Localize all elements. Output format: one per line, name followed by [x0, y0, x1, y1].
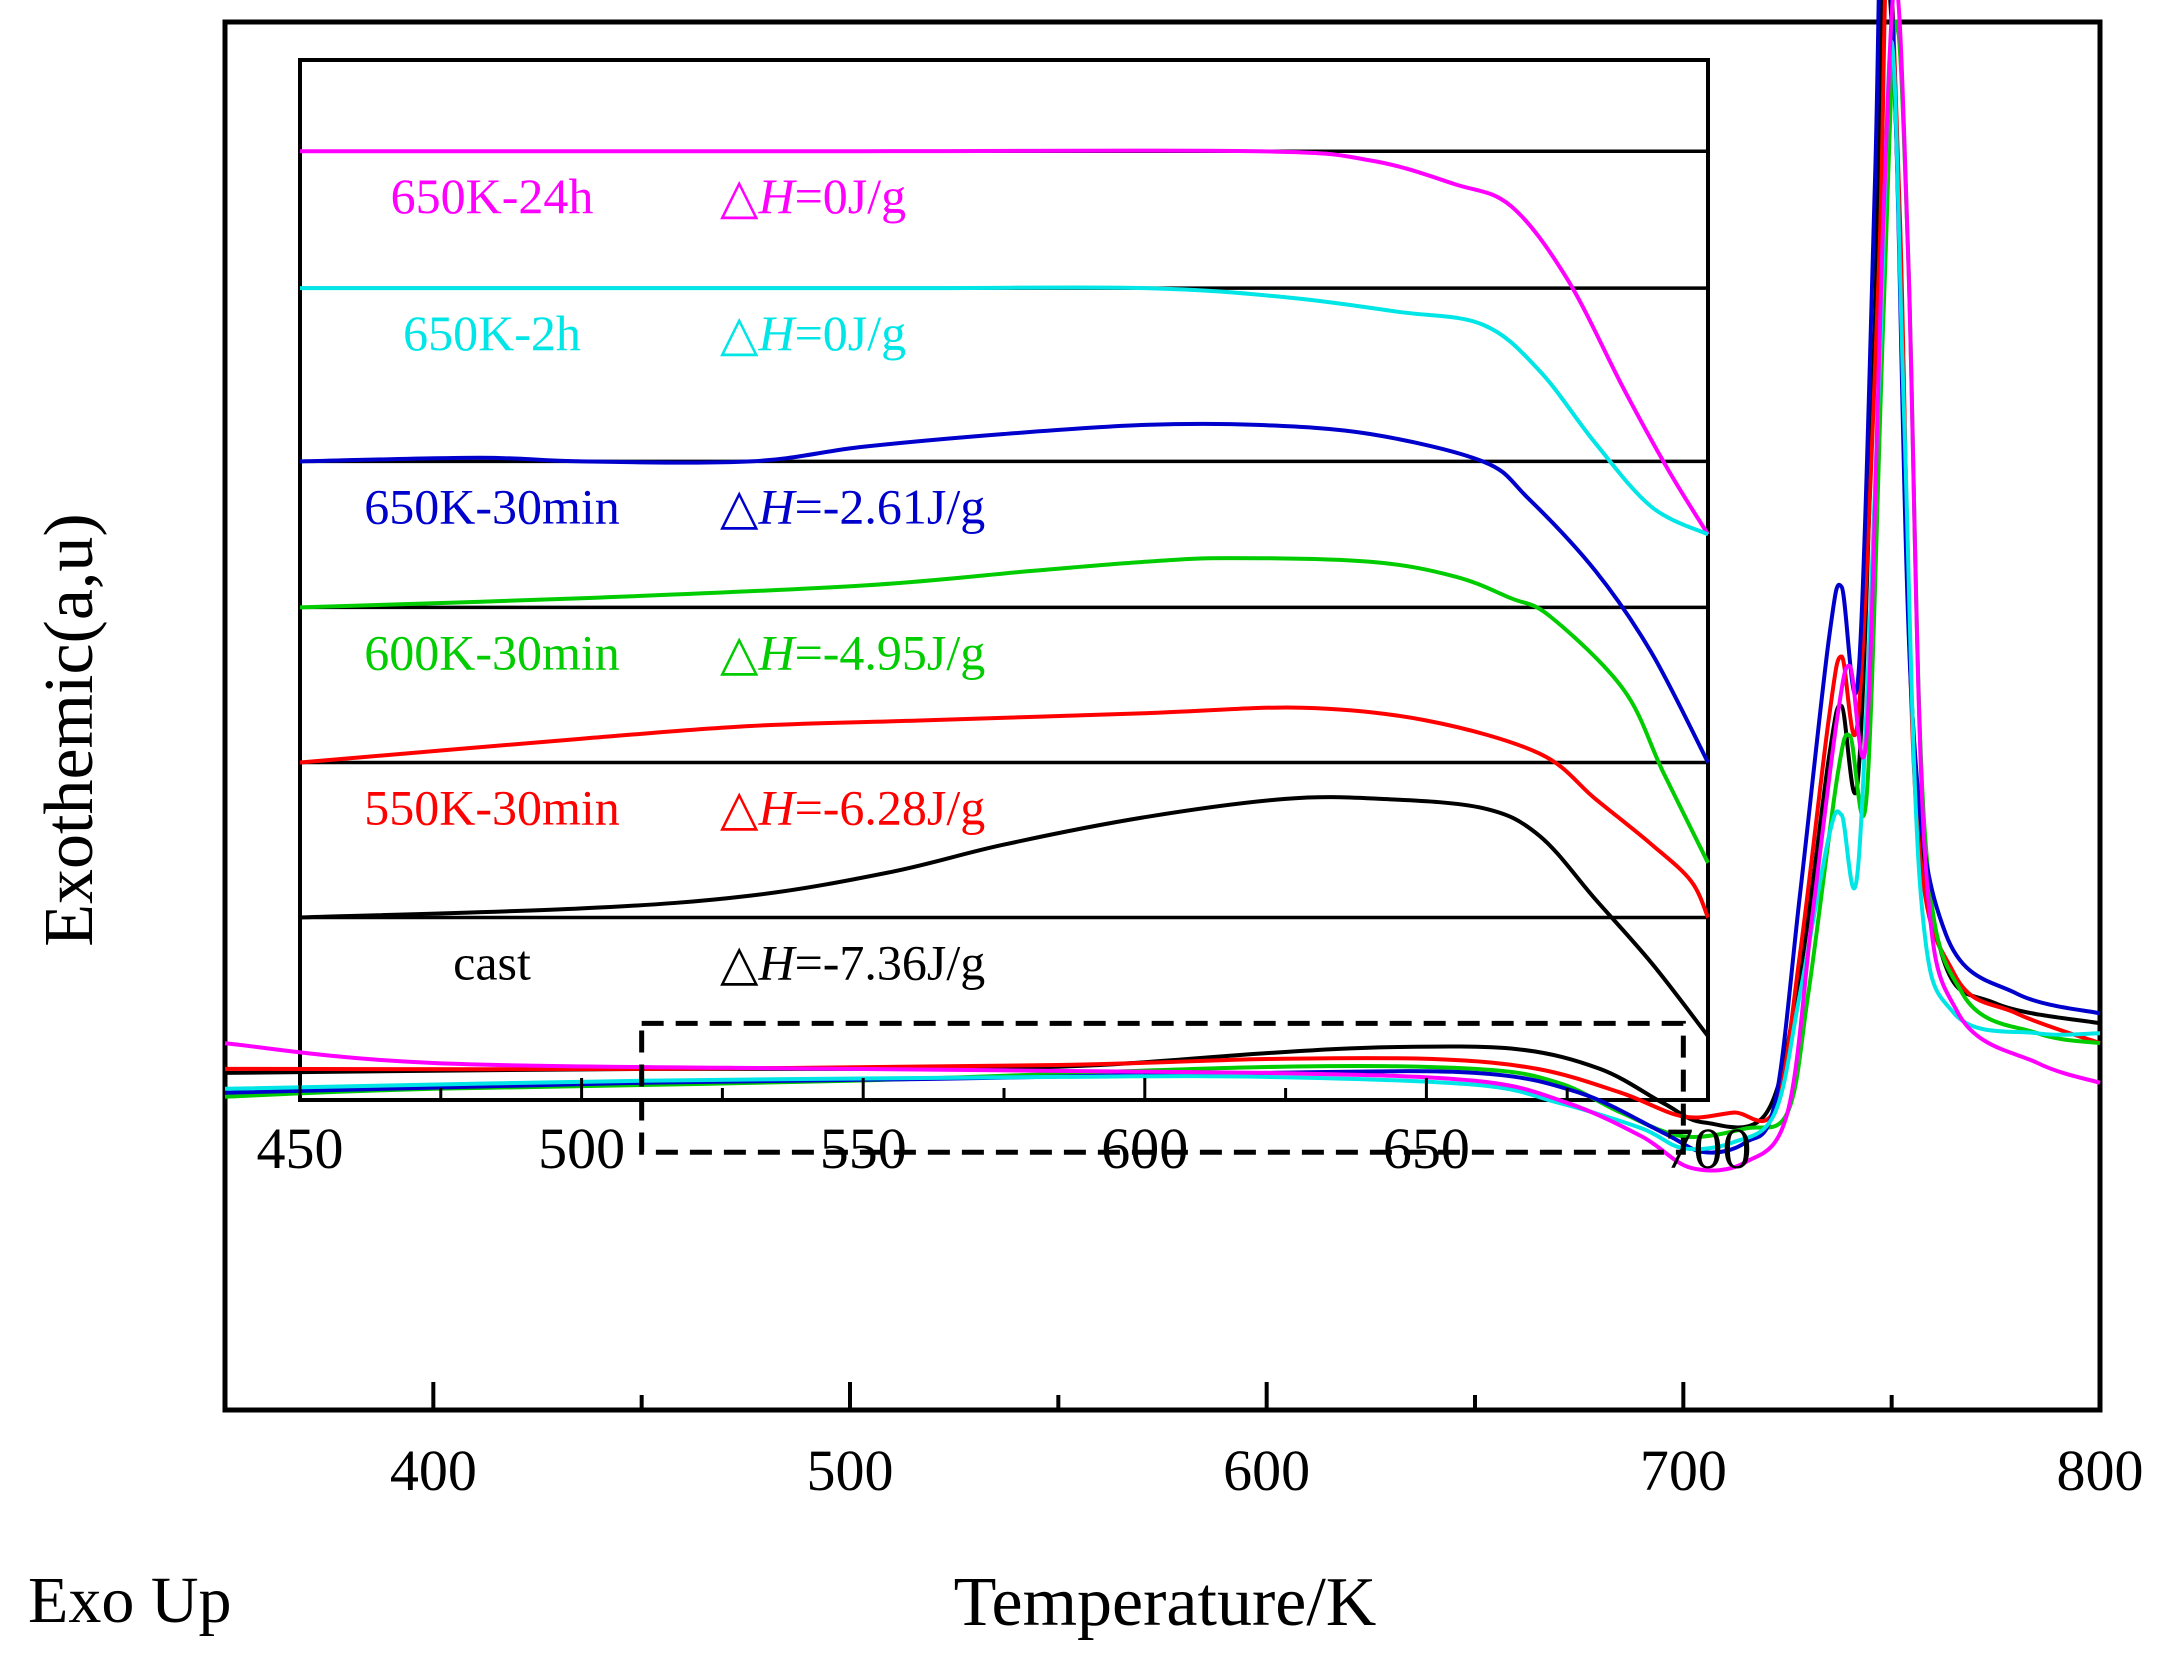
inset-x-tick-label: 550 — [820, 1116, 907, 1181]
main-x-tick-label: 500 — [807, 1438, 894, 1503]
inset-series-line-600K-30min — [299, 556, 1710, 864]
inset-series-line-650K-30min — [299, 421, 1710, 764]
delta-h-symbol: H — [757, 779, 797, 835]
inset-delta-h-label-650K-24h: △H=0J/g — [720, 168, 906, 224]
inset-series-label-650K-24h: 650K-24h — [391, 168, 594, 224]
delta-h-symbol: H — [757, 305, 797, 361]
inset-delta-h-label-650K-30min: △H=-2.61J/g — [720, 478, 985, 534]
main-x-tick-label: 800 — [2057, 1438, 2144, 1503]
main-series-line-650K-2h — [224, 39, 2101, 1152]
inset-series-line-650K-24h — [299, 148, 1710, 536]
inset-delta-h-label-650K-2h: △H=0J/g — [720, 305, 906, 361]
main-plot-frame — [222, 19, 2103, 1413]
inset-x-tick-label: 500 — [538, 1116, 625, 1181]
delta-h-symbol: H — [757, 478, 797, 534]
inset-series-label-cast: cast — [453, 935, 531, 991]
inset-delta-h-label-600K-30min: △H=-4.95J/g — [720, 624, 985, 680]
delta-h-prefix: △ — [720, 168, 759, 224]
delta-h-prefix: △ — [720, 305, 759, 361]
x-axis-title: Temperature/K — [954, 1564, 1377, 1641]
delta-h-value: =0J/g — [795, 168, 907, 224]
delta-h-prefix: △ — [720, 478, 759, 534]
inset-delta-h-label-cast: △H=-7.36J/g — [720, 935, 985, 991]
inset-x-tick-label: 650 — [1383, 1116, 1470, 1181]
main-x-tick-label: 600 — [1223, 1438, 1310, 1503]
delta-h-value: =0J/g — [795, 305, 907, 361]
main-chart-layer: 400 500 600 700 800 — [224, 0, 2144, 1503]
delta-h-value: =-4.95J/g — [795, 624, 986, 680]
delta-h-prefix: △ — [720, 935, 759, 991]
delta-h-symbol: H — [757, 935, 797, 991]
inset-series-line-550K-30min — [299, 705, 1710, 919]
inset-delta-h-label-550K-30min: △H=-6.28J/g — [720, 779, 985, 835]
delta-h-prefix: △ — [720, 624, 759, 680]
delta-h-value: =-7.36J/g — [795, 935, 986, 991]
exo-up-label: Exo Up — [28, 1564, 231, 1637]
inset-series-line-650K-2h — [299, 285, 1709, 537]
main-series-line-650K-24h — [224, 0, 2101, 1173]
main-x-tick-label: 400 — [390, 1438, 477, 1503]
inset-plot-frame — [298, 58, 1710, 1102]
inset-x-tick-label: 600 — [1101, 1116, 1188, 1181]
inset-series-line-cast — [299, 795, 1710, 1038]
zoom-region-box — [639, 1020, 1686, 1155]
inset-x-tick-label: 700 — [1665, 1116, 1752, 1181]
y-axis-title: Exothemic(a,u) — [31, 513, 108, 946]
inset-series-label-650K-30min: 650K-30min — [364, 478, 620, 534]
inset-series-label-600K-30min: 600K-30min — [364, 624, 620, 680]
delta-h-symbol: H — [757, 168, 797, 224]
delta-h-value: =-2.61J/g — [795, 478, 986, 534]
main-x-tick-label: 700 — [1640, 1438, 1727, 1503]
delta-h-value: =-6.28J/g — [795, 779, 986, 835]
delta-h-prefix: △ — [720, 779, 759, 835]
delta-h-symbol: H — [757, 624, 797, 680]
inset-series-label-650K-2h: 650K-2h — [403, 305, 581, 361]
inset-x-tick-label: 450 — [257, 1116, 344, 1181]
inset-series-label-550K-30min: 550K-30min — [364, 779, 620, 835]
